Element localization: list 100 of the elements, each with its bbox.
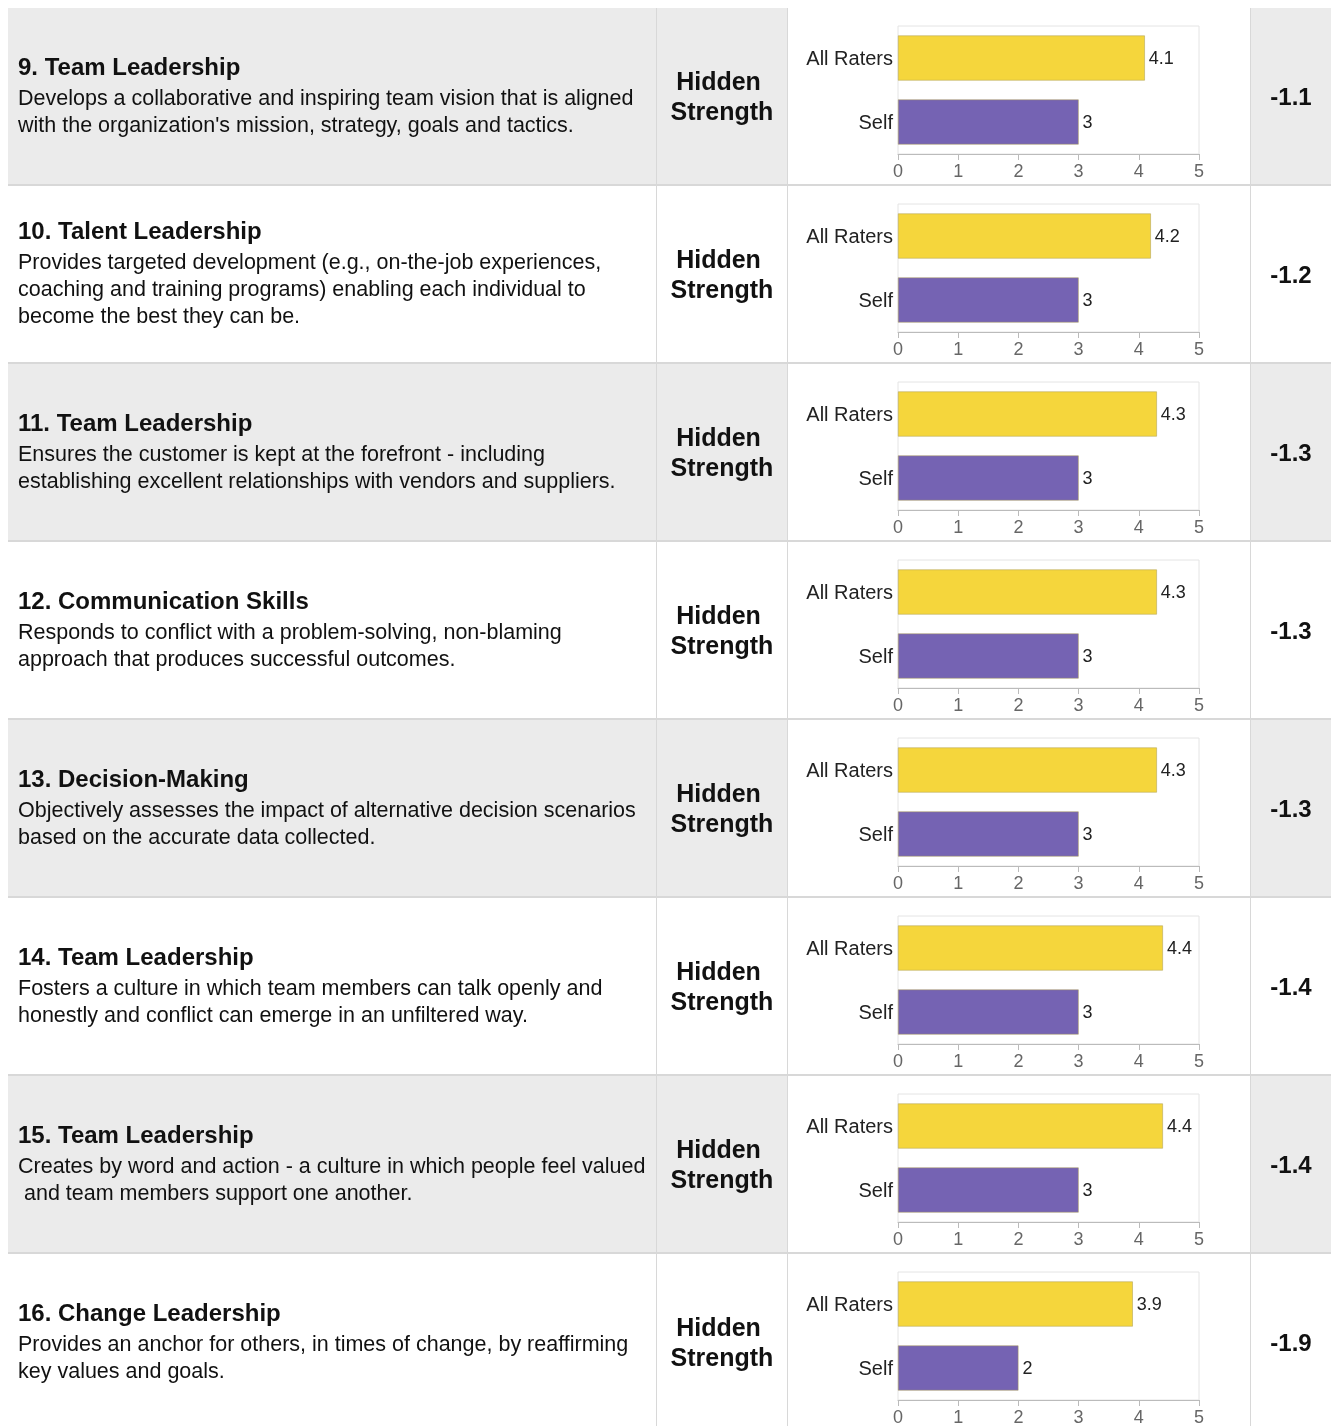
x-tick-label: 0 xyxy=(892,873,904,893)
y-tick-label: All Raters xyxy=(806,225,893,247)
data-label: 3 xyxy=(1082,824,1093,844)
data-label: 3 xyxy=(1082,1002,1093,1022)
y-tick-label: Self xyxy=(858,111,894,133)
x-tick-label: 0 xyxy=(892,339,904,359)
x-tick-label: 5 xyxy=(1193,1407,1205,1426)
y-tick-label: Self xyxy=(858,645,894,667)
text: -1.2 xyxy=(1270,260,1312,288)
x-tick-label: 3 xyxy=(1073,339,1084,359)
x-tick-label: 0 xyxy=(892,161,904,181)
text: 10. Talent Leadership xyxy=(18,217,262,244)
x-tick-label: 5 xyxy=(1193,695,1205,715)
text: Fosters a culture in which team members can talk openly and honestly and conflict can emerge in an unfiltered way. xyxy=(18,975,609,1027)
text: Hidden Strength xyxy=(670,245,774,303)
text: -1.3 xyxy=(1270,438,1312,466)
data-label: 3 xyxy=(1082,290,1093,310)
x-tick-label: 2 xyxy=(1013,161,1024,181)
x-tick-label: 4 xyxy=(1133,873,1144,893)
text: Hidden Strength xyxy=(670,601,774,659)
y-tick-label: Self xyxy=(858,1001,894,1023)
text: -1.4 xyxy=(1270,1150,1313,1178)
x-tick-label: 5 xyxy=(1193,161,1205,181)
y-tick-label: All Raters xyxy=(806,47,893,69)
x-tick-label: 4 xyxy=(1133,695,1144,715)
data-label: 4.4 xyxy=(1166,938,1192,958)
text: 13. Decision-Making xyxy=(18,764,249,792)
text: Objectively assesses the impact of alternative decision scenarios based on the accurate data collected. xyxy=(18,797,642,849)
x-tick-label: 4 xyxy=(1133,1407,1144,1426)
x-tick-label: 4 xyxy=(1133,339,1144,359)
text: -1.3 xyxy=(1270,616,1312,644)
x-tick-label: 0 xyxy=(892,695,904,715)
y-tick-label: All Raters xyxy=(806,937,893,959)
data-label: 3 xyxy=(1082,112,1093,132)
text: -1.4 xyxy=(1270,972,1313,1000)
text: Responds to conflict with a problem-solving, non-blaming approach that produces successful outcomes. xyxy=(18,619,568,671)
x-tick-label: 4 xyxy=(1133,1229,1144,1249)
x-tick-label: 1 xyxy=(953,1229,964,1249)
y-tick-label: All Raters xyxy=(806,403,893,425)
text: -1.1 xyxy=(1270,82,1312,110)
x-tick-label: 2 xyxy=(1013,1407,1024,1426)
text: 15. Team Leadership xyxy=(18,1120,254,1148)
y-tick-label: Self xyxy=(858,1357,894,1379)
data-label: 4.2 xyxy=(1154,226,1180,246)
x-tick-label: 5 xyxy=(1193,1229,1205,1249)
x-tick-label: 0 xyxy=(892,517,904,537)
x-tick-label: 5 xyxy=(1193,517,1205,537)
text: Creates by word and action - a culture in which people feel valued and team members support one another. xyxy=(18,1153,646,1205)
text: Provides targeted development (e.g., on-the-job experiences, coaching and training programs) enabling each individual to become the best they can be. xyxy=(18,250,608,328)
data-label: 3 xyxy=(1082,468,1093,488)
data-label: 4.3 xyxy=(1160,582,1186,602)
y-tick-label: All Raters xyxy=(806,759,893,781)
data-label: 2 xyxy=(1022,1358,1033,1378)
x-tick-label: 1 xyxy=(953,1051,964,1071)
text: Ensures the customer is kept at the forefront - including establishing excellent relationships with vendors and suppliers. xyxy=(18,441,616,493)
x-tick-label: 2 xyxy=(1013,517,1024,537)
x-tick-label: 5 xyxy=(1193,339,1205,359)
text: 16. Change Leadership xyxy=(18,1298,281,1326)
data-label: 4.1 xyxy=(1148,48,1174,68)
text: Hidden Strength xyxy=(670,779,774,837)
x-tick-label: 3 xyxy=(1073,695,1084,715)
x-tick-label: 2 xyxy=(1013,339,1024,359)
data-label: 4.3 xyxy=(1160,404,1186,424)
text: -1.9 xyxy=(1270,1328,1312,1356)
x-tick-label: 4 xyxy=(1133,161,1144,181)
text: 12. Communication Skills xyxy=(18,586,309,614)
x-tick-label: 1 xyxy=(953,517,964,537)
x-tick-label: 2 xyxy=(1013,695,1024,715)
x-tick-label: 3 xyxy=(1073,161,1084,181)
data-label: 4.3 xyxy=(1160,760,1186,780)
text: -1.3 xyxy=(1270,794,1312,822)
x-tick-label: 3 xyxy=(1073,1051,1084,1071)
text: 11. Team Leadership xyxy=(18,408,253,436)
y-tick-label: Self xyxy=(858,467,894,489)
x-tick-label: 2 xyxy=(1013,873,1024,893)
x-tick-label: 0 xyxy=(892,1051,904,1071)
x-tick-label: 0 xyxy=(892,1407,904,1426)
data-label: 4.4 xyxy=(1166,1116,1192,1136)
x-tick-label: 3 xyxy=(1073,517,1084,537)
text: 9. Team Leadership xyxy=(18,52,241,80)
x-tick-label: 1 xyxy=(953,695,964,715)
x-tick-label: 4 xyxy=(1133,1051,1144,1071)
text: Hidden Strength xyxy=(670,67,774,125)
text: Hidden Strength xyxy=(670,423,774,481)
text: Hidden Strength xyxy=(670,1135,774,1193)
x-tick-label: 2 xyxy=(1013,1229,1024,1249)
x-tick-label: 4 xyxy=(1133,517,1144,537)
x-tick-label: 2 xyxy=(1013,1051,1024,1071)
x-tick-label: 1 xyxy=(953,161,964,181)
text: Develops a collaborative and inspiring team vision that is aligned with the organization's mission, strategy, goals and tactics. xyxy=(17,85,640,137)
text: Hidden Strength xyxy=(670,1313,774,1371)
y-tick-label: All Raters xyxy=(806,581,893,603)
x-tick-label: 5 xyxy=(1193,1051,1205,1071)
x-tick-label: 3 xyxy=(1073,1229,1084,1249)
data-label: 3 xyxy=(1082,646,1093,666)
text: 14. Team Leadership xyxy=(18,942,254,970)
y-tick-label: Self xyxy=(858,289,894,311)
y-tick-label: All Raters xyxy=(806,1115,893,1137)
x-tick-label: 3 xyxy=(1073,873,1084,893)
y-tick-label: Self xyxy=(858,1179,894,1201)
